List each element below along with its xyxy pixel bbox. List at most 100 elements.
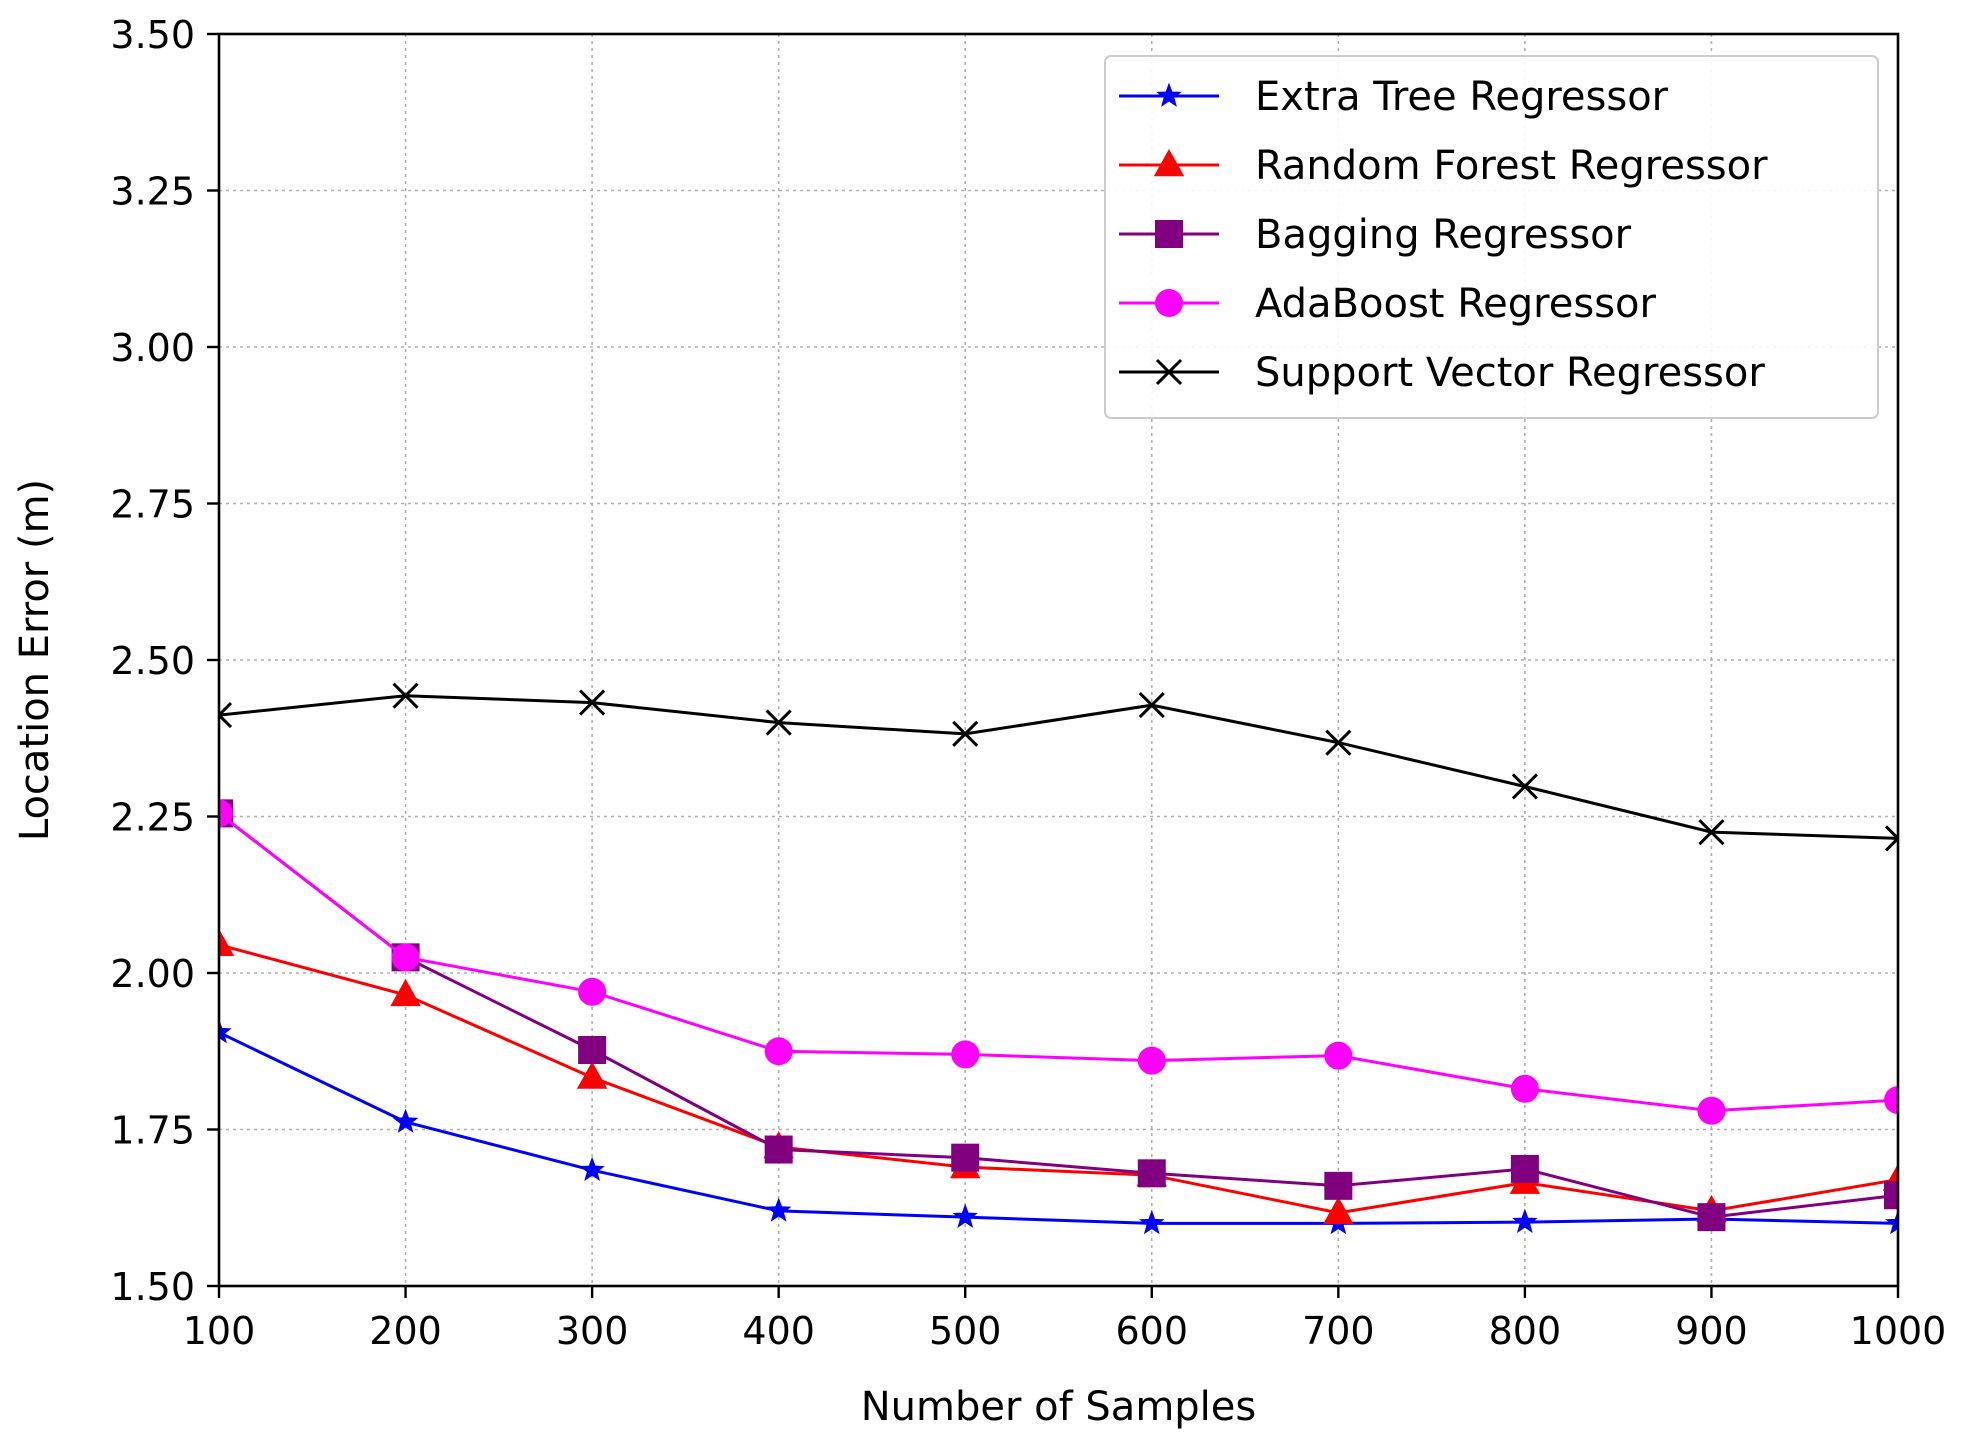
data-point-bagging-regressor — [578, 1035, 607, 1064]
x-marker-stroke — [1155, 358, 1183, 386]
x-marker-stroke — [1698, 819, 1725, 846]
y-tick-label: 3.50 — [110, 13, 195, 57]
legend-label: AdaBoost Regressor — [1255, 281, 1657, 327]
series-line-bagging-regressor — [219, 812, 1898, 1219]
y-tick-label: 1.50 — [110, 1265, 195, 1309]
y-tick-label: 2.00 — [110, 952, 195, 996]
x-tick-label: 300 — [556, 1309, 629, 1353]
x-marker-stroke — [219, 712, 233, 729]
x-marker-stroke — [1511, 773, 1538, 800]
data-point-adaboost-regressor — [1697, 1096, 1726, 1125]
data-point-extra-tree-regressor — [1139, 1209, 1165, 1235]
x-tick-label: 1000 — [1850, 1309, 1947, 1353]
legend-item-bagging-regressor: Bagging Regressor — [1119, 212, 1632, 258]
legend-item-support-vector-regressor: Support Vector Regressor — [1119, 350, 1765, 396]
data-point-random-forest-regressor — [576, 1061, 608, 1089]
x-tick-label: 400 — [742, 1309, 815, 1353]
data-point-adaboost-regressor — [1324, 1041, 1353, 1070]
data-point-extra-tree-regressor — [765, 1197, 792, 1222]
y-tick-label: 2.50 — [110, 639, 195, 683]
data-point-adaboost-regressor — [391, 943, 420, 972]
data-point-adaboost-regressor — [1510, 1074, 1539, 1103]
x-marker-stroke — [1884, 825, 1898, 841]
series-line-extra-tree-regressor — [219, 1031, 1898, 1225]
x-marker-stroke — [392, 682, 419, 709]
legend: Extra Tree Regressor Random Forest Regres… — [1104, 55, 1879, 419]
series-support-vector-regressor — [219, 682, 1898, 852]
data-point-extra-tree-regressor — [392, 1108, 419, 1133]
y-tick-label: 1.75 — [110, 1109, 195, 1153]
x-tick-label: 700 — [1302, 1309, 1375, 1353]
series-line-adaboost-regressor — [219, 812, 1898, 1113]
data-point-support-vector-regressor — [392, 682, 419, 709]
legend-item-random-forest-regressor: Random Forest Regressor — [1119, 143, 1768, 189]
y-tick-label: 2.75 — [110, 483, 195, 527]
data-point-extra-tree-regressor — [952, 1203, 978, 1228]
data-point-adaboost-regressor — [951, 1040, 980, 1069]
legend-marker — [1153, 149, 1185, 177]
series-line-random-forest-regressor — [219, 943, 1898, 1215]
data-point-bagging-regressor — [1137, 1159, 1166, 1188]
data-point-support-vector-regressor — [1884, 825, 1898, 852]
data-point-support-vector-regressor — [219, 702, 233, 729]
data-point-support-vector-regressor — [1138, 692, 1165, 719]
legend-marker — [1155, 289, 1183, 317]
legend-label: Extra Tree Regressor — [1255, 74, 1669, 120]
x-tick-label: 800 — [1489, 1309, 1562, 1353]
y-tick-label: 2.25 — [110, 796, 195, 840]
data-point-support-vector-regressor — [1698, 819, 1725, 846]
series-layer — [219, 682, 1898, 1235]
data-point-random-forest-regressor — [390, 978, 421, 1007]
data-point-adaboost-regressor — [764, 1037, 793, 1066]
data-point-extra-tree-regressor — [219, 1019, 232, 1044]
x-marker-stroke — [1138, 692, 1165, 719]
data-point-support-vector-regressor — [952, 720, 979, 747]
data-point-support-vector-regressor — [1325, 729, 1352, 756]
data-point-adaboost-regressor — [1137, 1046, 1166, 1075]
x-tick-label: 100 — [183, 1309, 256, 1353]
x-tick-label: 600 — [1116, 1309, 1189, 1353]
y-tick-label: 3.25 — [110, 170, 195, 214]
x-axis-title: Number of Samples — [861, 1384, 1257, 1430]
x-axis: 100 200 300 400 500 600 700 800 900 1000 — [183, 1286, 1947, 1353]
x-marker-stroke — [219, 702, 233, 718]
data-point-extra-tree-regressor — [579, 1156, 605, 1182]
legend-label: Bagging Regressor — [1255, 212, 1632, 258]
series-line-support-vector-regressor — [219, 694, 1898, 840]
x-marker-stroke — [952, 720, 979, 747]
legend-box — [1104, 55, 1879, 419]
legend-label: Support Vector Regressor — [1255, 350, 1765, 396]
legend-marker — [1155, 358, 1183, 386]
legend-marker — [1156, 82, 1182, 107]
data-point-bagging-regressor — [951, 1143, 980, 1172]
x-marker-stroke — [1884, 836, 1898, 852]
y-axis: 1.50 1.75 2.00 2.25 2.50 2.75 3.00 3.25 3.50 — [110, 13, 219, 1309]
x-tick-label: 900 — [1675, 1309, 1748, 1353]
x-marker-stroke — [765, 709, 792, 736]
data-point-support-vector-regressor — [1511, 773, 1538, 800]
legend-marker — [1155, 220, 1183, 248]
legend-label: Random Forest Regressor — [1255, 143, 1768, 189]
data-point-adaboost-regressor — [219, 799, 233, 828]
data-point-extra-tree-regressor — [1885, 1209, 1898, 1235]
data-point-bagging-regressor — [1510, 1154, 1539, 1183]
x-tick-label: 200 — [369, 1309, 442, 1353]
data-point-random-forest-regressor — [219, 928, 235, 957]
x-tick-label: 500 — [929, 1309, 1002, 1353]
y-tick-label: 3.00 — [110, 326, 195, 370]
data-point-random-forest-regressor — [1323, 1196, 1354, 1224]
data-point-bagging-regressor — [764, 1135, 793, 1164]
x-marker-stroke — [1325, 729, 1352, 756]
data-point-extra-tree-regressor — [1512, 1208, 1538, 1234]
data-point-bagging-regressor — [1324, 1171, 1353, 1200]
series-adaboost-regressor — [219, 799, 1898, 1125]
data-point-bagging-regressor — [1884, 1181, 1898, 1210]
data-point-support-vector-regressor — [579, 689, 606, 716]
legend-item-adaboost-regressor: AdaBoost Regressor — [1119, 281, 1657, 327]
y-axis-title: Location Error (m) — [12, 479, 58, 841]
data-point-support-vector-regressor — [765, 709, 792, 736]
data-point-adaboost-regressor — [1884, 1086, 1898, 1115]
legend-item-extra-tree-regressor: Extra Tree Regressor — [1119, 74, 1669, 120]
data-point-adaboost-regressor — [578, 977, 607, 1006]
